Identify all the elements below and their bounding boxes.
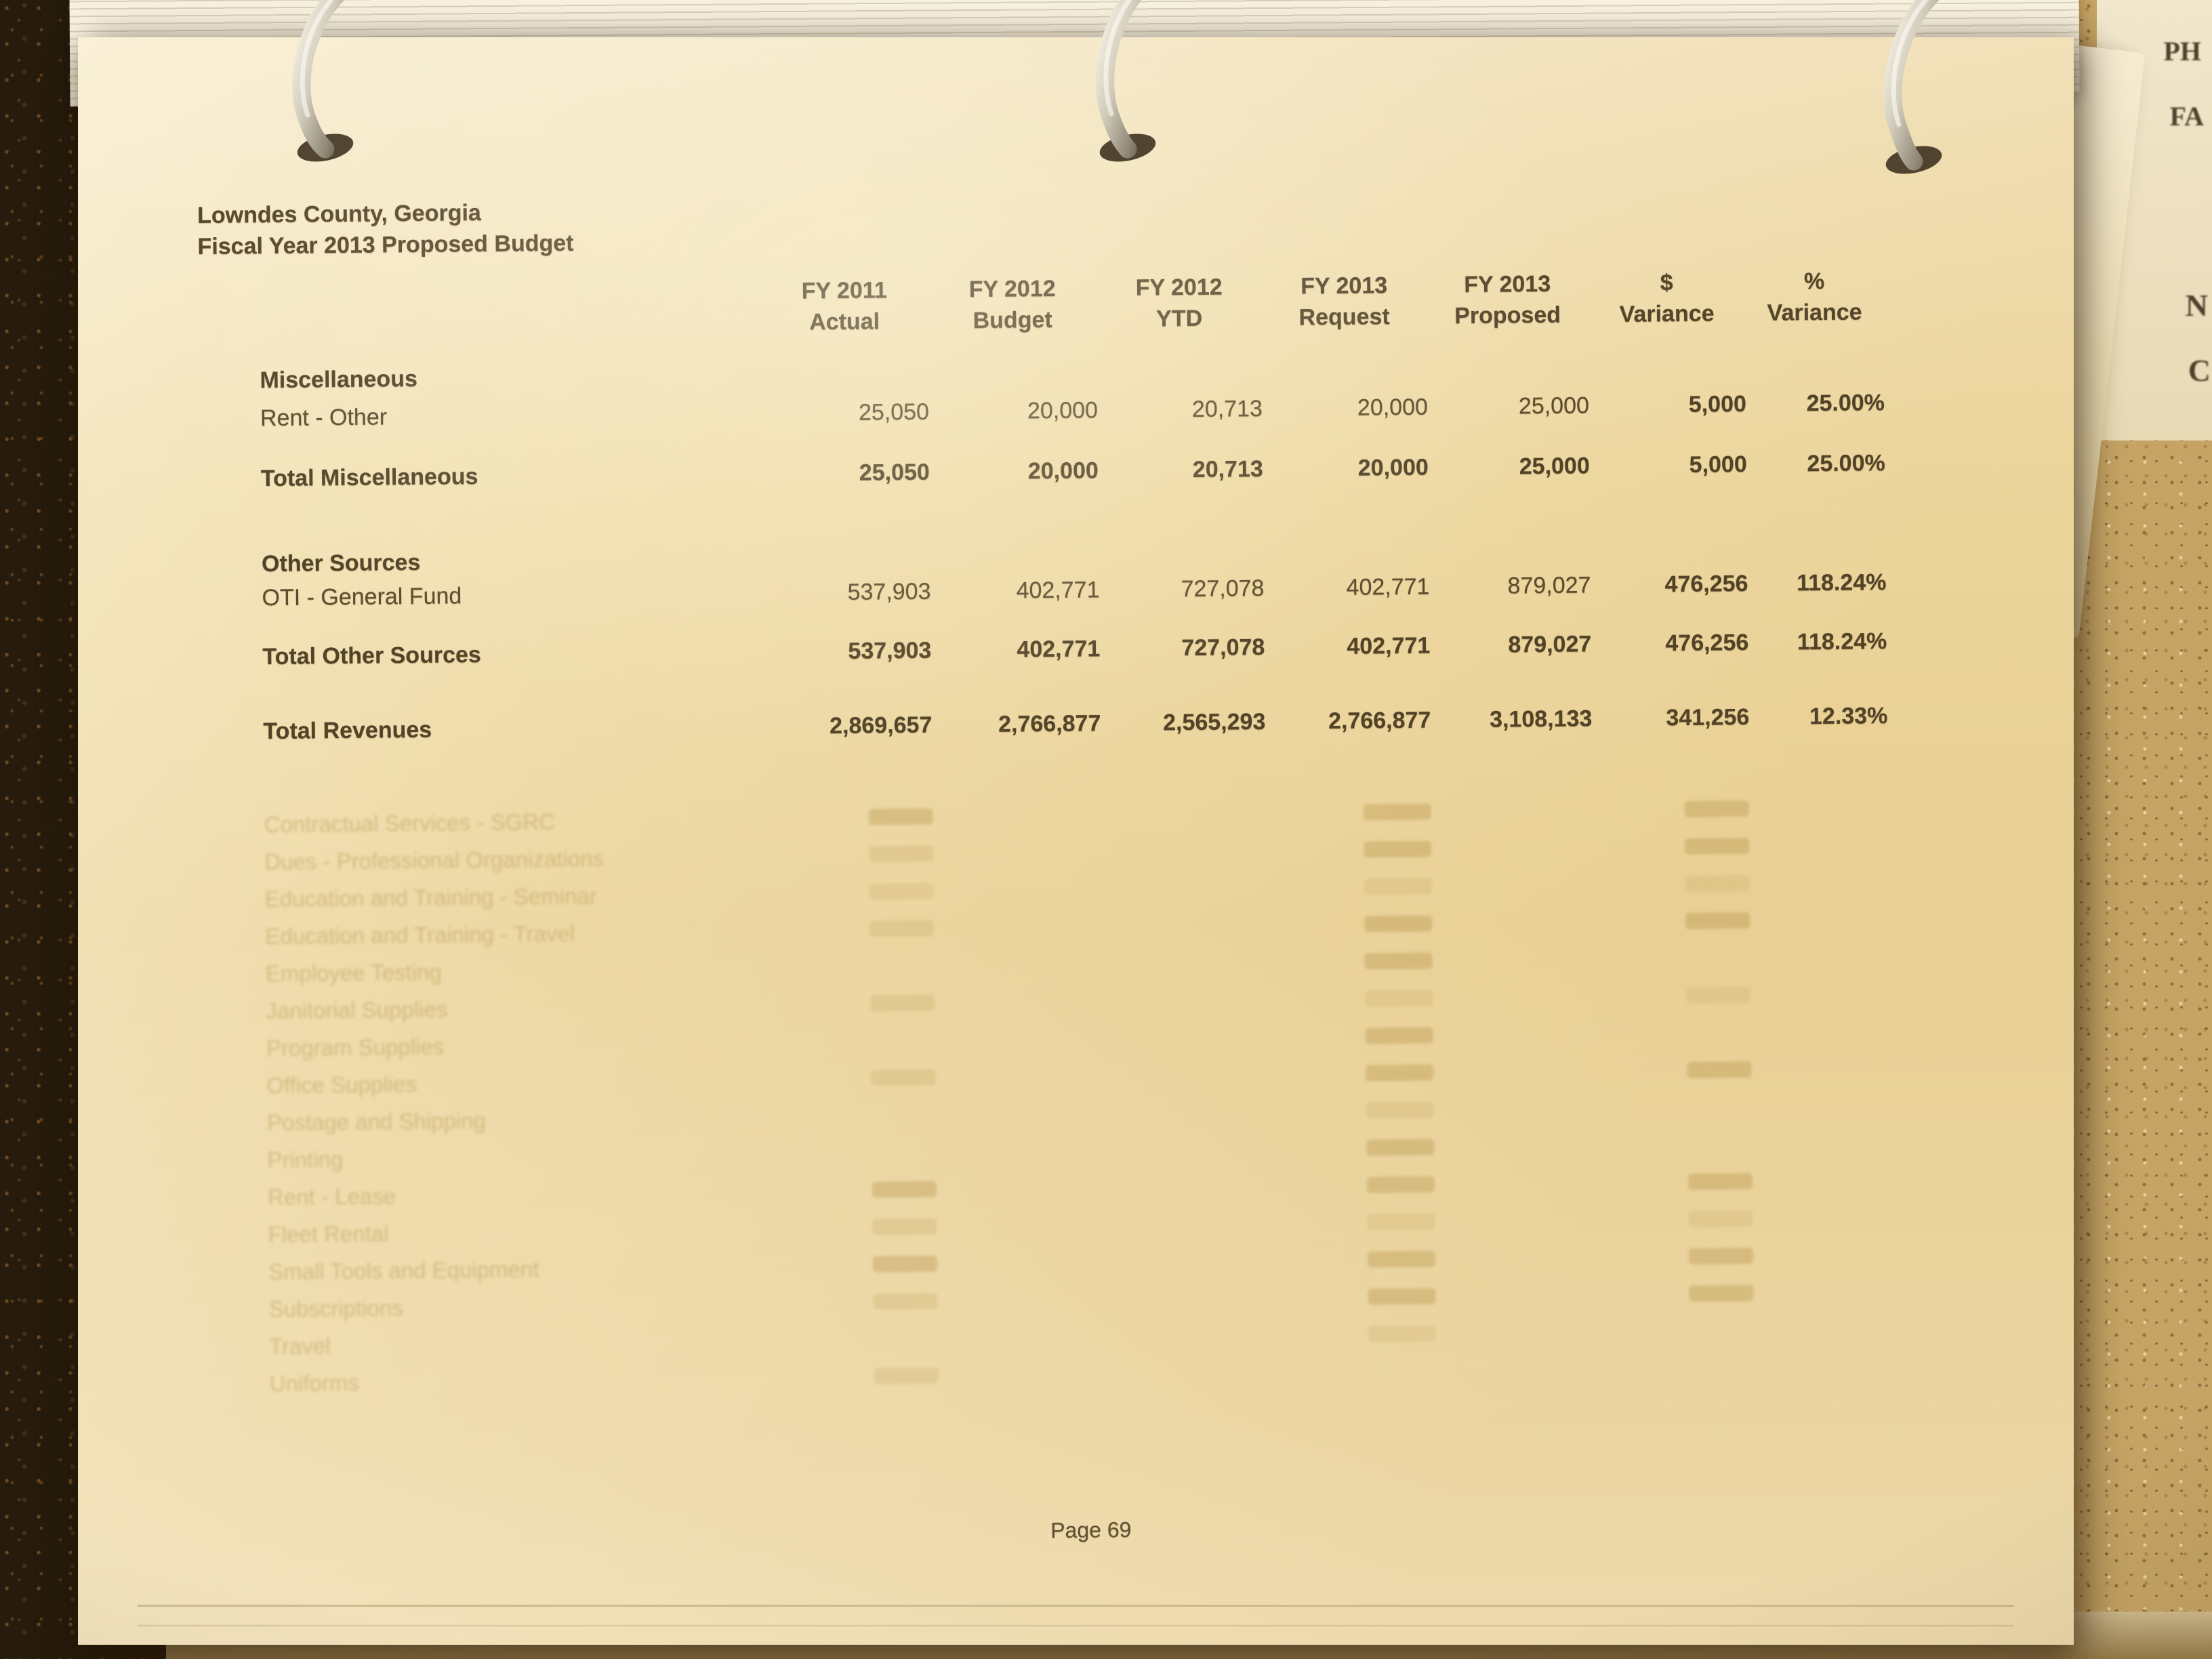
- variance-amount-cell: 341,256: [1666, 704, 1750, 731]
- column-header: FY 2011 Actual: [801, 277, 887, 335]
- amount-cell: 402,771: [1346, 573, 1430, 600]
- column-header: FY 2012 YTD: [1135, 274, 1223, 332]
- amount-cell: 25,050: [859, 459, 930, 486]
- budget-page: Lowndes County, Georgia Fiscal Year 2013…: [78, 37, 2074, 1645]
- page-content: Lowndes County, Georgia Fiscal Year 2013…: [196, 20, 1973, 1645]
- column-header: $ Variance: [1619, 270, 1715, 327]
- page-number: Page 69: [1050, 1517, 1132, 1543]
- amount-cell: 20,713: [1191, 395, 1263, 422]
- binder-ring: [292, 0, 354, 162]
- section-total-row: Total Miscellaneous 25,050 20,000 20,713…: [200, 447, 1962, 495]
- amount-cell: 3,108,133: [1489, 705, 1593, 733]
- amount-cell: 402,771: [1017, 636, 1101, 663]
- amount-cell: 537,903: [847, 578, 931, 605]
- column-headers: FY 2011 Actual FY 2012 Budget FY 2012 YT…: [198, 264, 1961, 344]
- variance-percent-cell: 25.00%: [1807, 450, 1885, 477]
- amount-cell: 402,771: [1016, 577, 1100, 604]
- page-emboss-line: [138, 1624, 2014, 1626]
- row-label: OTI - General Fund: [262, 583, 462, 611]
- amount-cell: 2,766,877: [1328, 707, 1431, 735]
- amount-cell: 2,869,657: [829, 712, 933, 739]
- amount-cell: 25,000: [1519, 453, 1590, 480]
- variance-percent-cell: 12.33%: [1809, 703, 1888, 730]
- amount-cell: 20,000: [1027, 397, 1099, 424]
- amount-cell: 727,078: [1181, 634, 1265, 661]
- adjacent-page-fragment: FA: [2169, 101, 2204, 131]
- variance-amount-cell: 5,000: [1689, 451, 1747, 478]
- variance-amount-cell: 5,000: [1688, 391, 1747, 417]
- amount-cell: 727,078: [1181, 575, 1265, 602]
- binder-ring: [1883, 0, 1942, 174]
- ring-glint: [1103, 0, 1132, 117]
- amount-cell: 879,027: [1507, 572, 1591, 599]
- ring-glint: [1891, 0, 1929, 127]
- variance-percent-cell: 118.24%: [1797, 628, 1887, 655]
- amount-cell: 25,050: [858, 398, 930, 426]
- page-emboss-line: [138, 1604, 2014, 1607]
- variance-amount-cell: 476,256: [1665, 630, 1749, 657]
- section-header: Other Sources: [261, 549, 421, 577]
- column-header: % Variance: [1767, 268, 1862, 326]
- ring-metal: [292, 0, 345, 159]
- amount-cell: 25,000: [1518, 392, 1590, 419]
- variance-percent-cell: 118.24%: [1796, 569, 1887, 596]
- grand-total-row: Total Revenues 2,869,657 2,766,877 2,565…: [202, 699, 1964, 747]
- ring-glint: [300, 0, 335, 118]
- amount-cell: 20,000: [1027, 457, 1099, 485]
- total-label: Total Other Sources: [262, 642, 481, 670]
- amount-cell: 20,000: [1357, 454, 1429, 481]
- variance-amount-cell: 476,256: [1664, 571, 1748, 598]
- amount-cell: 20,000: [1357, 394, 1429, 421]
- amount-cell: 402,771: [1347, 632, 1431, 659]
- total-label: Total Miscellaneous: [260, 464, 478, 492]
- adjacent-page-fragment: N: [2185, 288, 2208, 323]
- bleedthrough-area: Contractual Services - SGRC Dues - Profe…: [203, 789, 1971, 1402]
- column-header: FY 2013 Proposed: [1454, 270, 1561, 329]
- adjacent-page-fragment: PH: [2163, 36, 2201, 66]
- amount-cell: 879,027: [1508, 631, 1592, 658]
- total-label: Total Revenues: [263, 716, 432, 745]
- ring-metal: [1883, 0, 1940, 171]
- row-label: Rent - Other: [260, 404, 388, 432]
- amount-cell: 2,766,877: [998, 710, 1101, 737]
- spacer-cell: [198, 276, 761, 344]
- variance-percent-cell: 25.00%: [1806, 390, 1885, 417]
- binder-ring: [1096, 0, 1156, 162]
- adjacent-page-fragment: C: [2188, 353, 2211, 388]
- amount-cell: 20,713: [1192, 455, 1263, 483]
- ring-metal: [1096, 0, 1142, 159]
- column-header: FY 2012 Budget: [968, 275, 1056, 334]
- section-header: Miscellaneous: [260, 365, 418, 394]
- column-header: FY 2013 Request: [1298, 272, 1390, 331]
- amount-cell: 2,565,293: [1162, 708, 1266, 736]
- section-total-row: Total Other Sources 537,903 402,771 727,…: [201, 625, 1963, 673]
- amount-cell: 537,903: [848, 637, 932, 664]
